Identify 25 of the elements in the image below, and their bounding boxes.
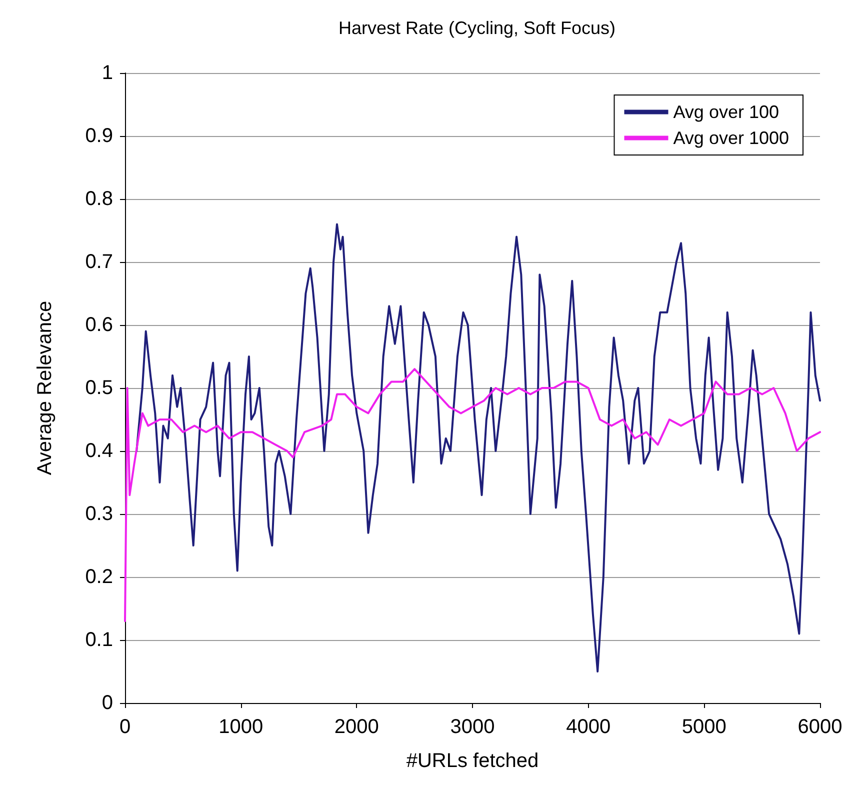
legend-label: Avg over 100 — [673, 102, 779, 122]
x-tick-label: 2000 — [334, 716, 379, 738]
y-tick-label: 0.1 — [85, 629, 113, 651]
y-tick-label: 0.8 — [85, 188, 113, 210]
chart-title: Harvest Rate (Cycling, Soft Focus) — [338, 18, 616, 38]
y-tick-label: 0.6 — [85, 314, 113, 336]
x-tick-label: 5000 — [682, 716, 726, 738]
x-tick-label: 0 — [119, 716, 131, 738]
x-axis-title: #URLs fetched — [406, 750, 539, 772]
x-tick-label: 3000 — [450, 716, 495, 738]
line-series — [136, 223, 821, 672]
y-axis-title: Average Relevance — [34, 300, 56, 476]
y-tick-label: 0 — [102, 692, 113, 714]
y-tick-label: 0.9 — [85, 125, 113, 147]
x-tick-label: 1000 — [218, 716, 264, 738]
line-series — [124, 368, 821, 622]
legend-label: Avg over 1000 — [673, 128, 790, 148]
y-tick-label: 0.3 — [85, 503, 113, 525]
x-tick-label: 6000 — [798, 716, 842, 738]
y-tick-label: 0.2 — [85, 566, 113, 588]
y-tick-label: 0.5 — [85, 377, 113, 399]
x-tick-label: 4000 — [566, 716, 611, 738]
y-tick-label: 0.4 — [85, 440, 113, 462]
y-tick-label: 0.7 — [85, 251, 113, 273]
y-tick-label: 1 — [102, 62, 113, 84]
